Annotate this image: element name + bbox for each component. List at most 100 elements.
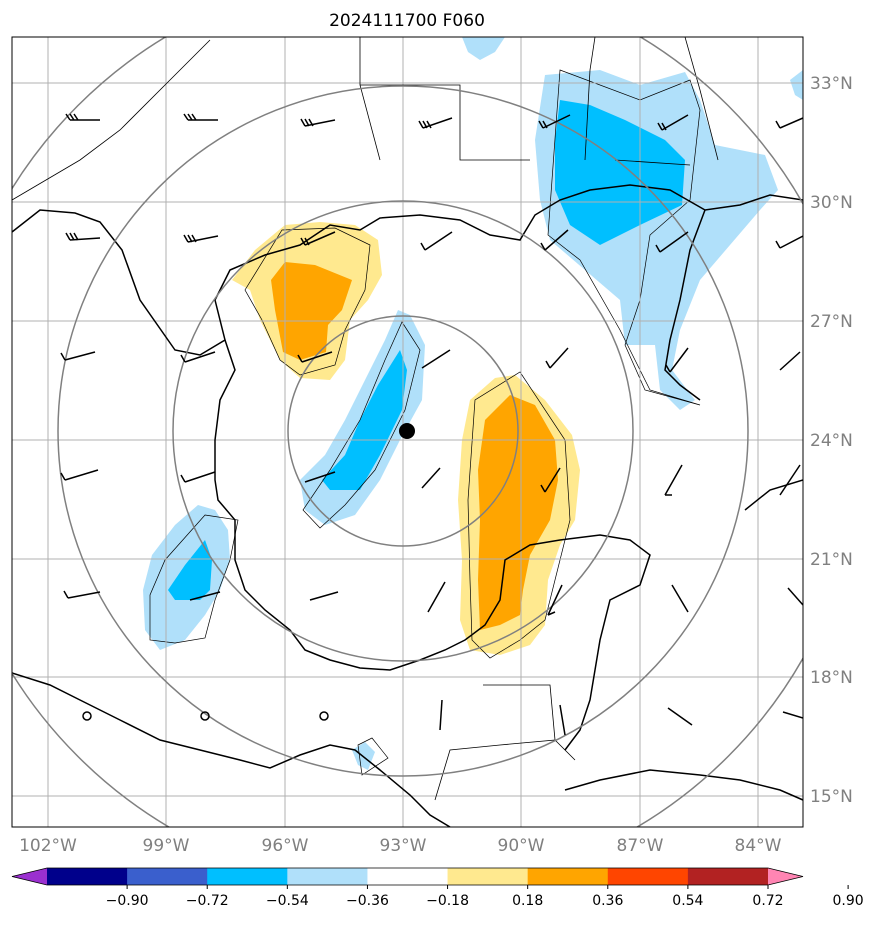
wind-barb xyxy=(787,587,803,606)
lat-label: 33°N xyxy=(810,74,853,94)
colorbar-tick-label: −0.90 xyxy=(106,893,149,909)
contour-neg-light-top xyxy=(462,37,505,60)
wind-barb xyxy=(297,351,333,363)
colorbar-tick-label: −0.18 xyxy=(426,893,469,909)
wind-barb xyxy=(427,581,446,613)
wind-barb xyxy=(779,351,801,371)
coastline-southern-mexico xyxy=(12,672,451,827)
coastline-cuba xyxy=(744,479,803,511)
colorbar-segment xyxy=(47,868,128,885)
wind-barb xyxy=(665,347,689,373)
lon-label: 93°W xyxy=(380,836,427,856)
wind-barb xyxy=(421,467,441,489)
wind-barb xyxy=(418,117,453,129)
contour-line-southwest xyxy=(149,514,239,644)
border-us-mexico xyxy=(12,39,211,201)
wind-barb xyxy=(559,704,566,736)
wind-barb xyxy=(421,349,451,369)
calm-wind-circle xyxy=(82,711,92,721)
map-content xyxy=(12,37,803,827)
wind-barb xyxy=(540,467,561,493)
lat-label: 21°N xyxy=(810,550,853,570)
graticule xyxy=(12,37,803,827)
colorbar-tick-label: −0.36 xyxy=(346,893,389,909)
coastline-gulf-west xyxy=(214,339,651,751)
colorbar-segment xyxy=(447,868,529,885)
colorbar: −0.90 −0.72 −0.54 −0.36 −0.18 0.18 0.36 0.54 0.7… xyxy=(11,867,864,909)
wind-barb xyxy=(540,229,569,251)
contour-pos-mid-west xyxy=(271,262,352,360)
wind-barb xyxy=(538,114,571,129)
colorbar-segment xyxy=(607,868,689,885)
colorbar-tick-label: −0.54 xyxy=(266,893,309,909)
wind-barb xyxy=(664,464,683,496)
contour-neg-light-edge xyxy=(790,70,803,100)
lat-label: 30°N xyxy=(810,193,853,213)
range-ring-3 xyxy=(57,85,749,777)
lon-label: 96°W xyxy=(262,836,309,856)
colorbar-tick-label: 0.90 xyxy=(833,893,864,909)
border-central-america xyxy=(434,684,576,801)
wind-barb xyxy=(183,113,218,121)
coastline-florida xyxy=(664,209,706,401)
contour-lines xyxy=(149,69,701,776)
wind-barb xyxy=(304,471,336,483)
colorbar-segment xyxy=(367,868,449,885)
wind-barb xyxy=(775,117,803,129)
lon-label: 90°W xyxy=(498,836,545,856)
lon-label: 99°W xyxy=(143,836,190,856)
contour-neg-mid-center xyxy=(322,350,407,490)
wind-barb xyxy=(63,590,101,599)
lon-labels: 102°W 99°W 96°W 93°W 90°W 87°W 84°W xyxy=(19,836,782,856)
positive-contours xyxy=(232,222,580,655)
colorbar-tick-label: 0.18 xyxy=(512,893,543,909)
coastline-texas-mexico xyxy=(12,184,803,356)
wind-barb xyxy=(60,351,96,361)
range-ring-1 xyxy=(287,315,519,547)
wind-barb xyxy=(782,711,803,719)
calm-wind-markers xyxy=(82,711,329,721)
colorbar-tick-label: −0.72 xyxy=(186,893,229,909)
colorbar-extend-low xyxy=(12,868,47,885)
lat-label: 27°N xyxy=(810,312,853,332)
wind-barb xyxy=(667,707,693,726)
contour-line-center xyxy=(302,321,421,529)
wind-barb xyxy=(775,235,803,249)
wind-barb xyxy=(65,232,101,241)
lon-label: 102°W xyxy=(19,836,77,856)
colorbar-segment xyxy=(687,868,769,885)
contour-neg-mid-southwest xyxy=(168,540,212,600)
lat-label: 18°N xyxy=(810,668,853,688)
map-title: 2024111700 F060 xyxy=(329,11,485,31)
wind-barb xyxy=(547,584,563,616)
wind-barb xyxy=(671,584,689,613)
lat-label: 24°N xyxy=(810,431,853,451)
colorbar-segment xyxy=(207,868,288,885)
colorbar-outline xyxy=(11,867,804,886)
calm-wind-circle xyxy=(200,711,210,721)
colorbar-extend-high xyxy=(768,868,803,885)
contour-line-yucatan xyxy=(357,737,389,776)
wind-barb xyxy=(300,118,336,127)
lat-label: 15°N xyxy=(810,787,853,807)
range-ring-2 xyxy=(172,200,634,662)
coastlines xyxy=(12,37,803,827)
range-rings xyxy=(12,37,803,827)
wind-barbs xyxy=(60,113,803,736)
contour-line-northeast xyxy=(547,69,701,406)
contour-line-west xyxy=(244,227,371,376)
calm-wind-circle xyxy=(319,711,329,721)
wind-barb xyxy=(439,699,443,731)
wind-barb xyxy=(657,114,689,131)
wind-barb xyxy=(183,234,219,243)
wind-barb xyxy=(189,591,221,601)
colorbar-tick-label: 0.36 xyxy=(592,893,623,909)
colorbar-segment xyxy=(127,868,208,885)
lon-label: 87°W xyxy=(617,836,664,856)
wind-barb xyxy=(60,469,99,481)
coastline-central-america xyxy=(564,769,803,801)
wind-barb xyxy=(545,347,569,369)
colorbar-segment xyxy=(527,868,609,885)
